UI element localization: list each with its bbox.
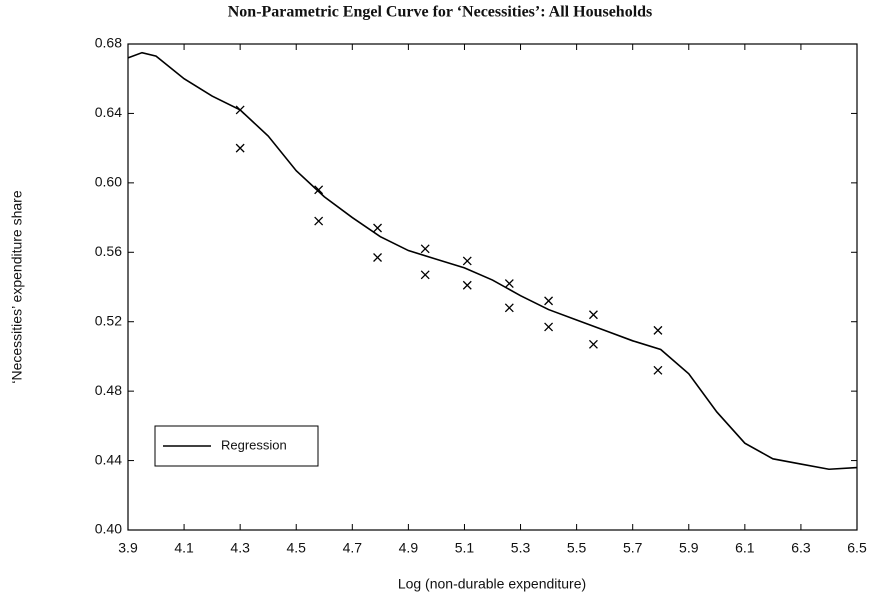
x-tick-label: 5.3 — [511, 540, 531, 556]
x-tick-label: 4.1 — [174, 540, 194, 556]
data-point — [462, 256, 472, 266]
x-tick-label: 5.5 — [567, 540, 587, 556]
data-point — [420, 270, 430, 280]
data-point — [544, 296, 554, 306]
x-axis-label: Log (non-durable expenditure) — [398, 576, 586, 592]
data-point — [504, 279, 514, 288]
y-axis-label: ‘Necessities’ expenditure share — [9, 190, 25, 383]
y-tick-label: 0.68 — [95, 35, 122, 51]
data-point — [420, 244, 430, 254]
data-point — [314, 216, 324, 226]
x-tick-label: 5.1 — [455, 540, 475, 556]
data-point — [544, 322, 554, 332]
x-tick-label: 4.9 — [399, 540, 419, 556]
x-tick-label: 4.3 — [230, 540, 250, 556]
y-tick-label: 0.60 — [95, 174, 122, 190]
data-point — [235, 105, 245, 115]
x-tick-label: 5.7 — [623, 540, 643, 556]
data-point — [588, 339, 598, 349]
regression-line — [127, 51, 858, 471]
data-point — [504, 303, 514, 313]
data-point — [235, 143, 245, 153]
plot-frame — [127, 43, 858, 531]
x-tick-label: 4.5 — [286, 540, 306, 556]
x-tick-label: 3.9 — [118, 540, 138, 556]
data-point — [653, 365, 663, 375]
y-tick-label: 0.64 — [95, 104, 122, 120]
x-tick-label: 5.9 — [679, 540, 699, 556]
legend-label: Regression — [221, 437, 287, 452]
y-tick-label: 0.44 — [95, 451, 122, 467]
x-tick-label: 4.7 — [343, 540, 363, 556]
y-tick-label: 0.56 — [95, 243, 122, 259]
y-tick-label: 0.52 — [95, 312, 122, 328]
data-point — [373, 223, 383, 233]
data-point — [314, 185, 324, 195]
data-point — [653, 325, 663, 335]
data-point — [588, 310, 598, 320]
data-point — [462, 280, 472, 290]
y-tick-label: 0.40 — [95, 521, 122, 537]
chart-title: Non-Parametric Engel Curve for ‘Necessit… — [228, 4, 653, 21]
x-tick-label: 6.1 — [735, 540, 755, 556]
x-tick-label: 6.3 — [791, 540, 811, 556]
data-point — [373, 253, 383, 262]
x-tick-label: 6.5 — [847, 540, 867, 556]
y-tick-label: 0.48 — [95, 382, 122, 398]
